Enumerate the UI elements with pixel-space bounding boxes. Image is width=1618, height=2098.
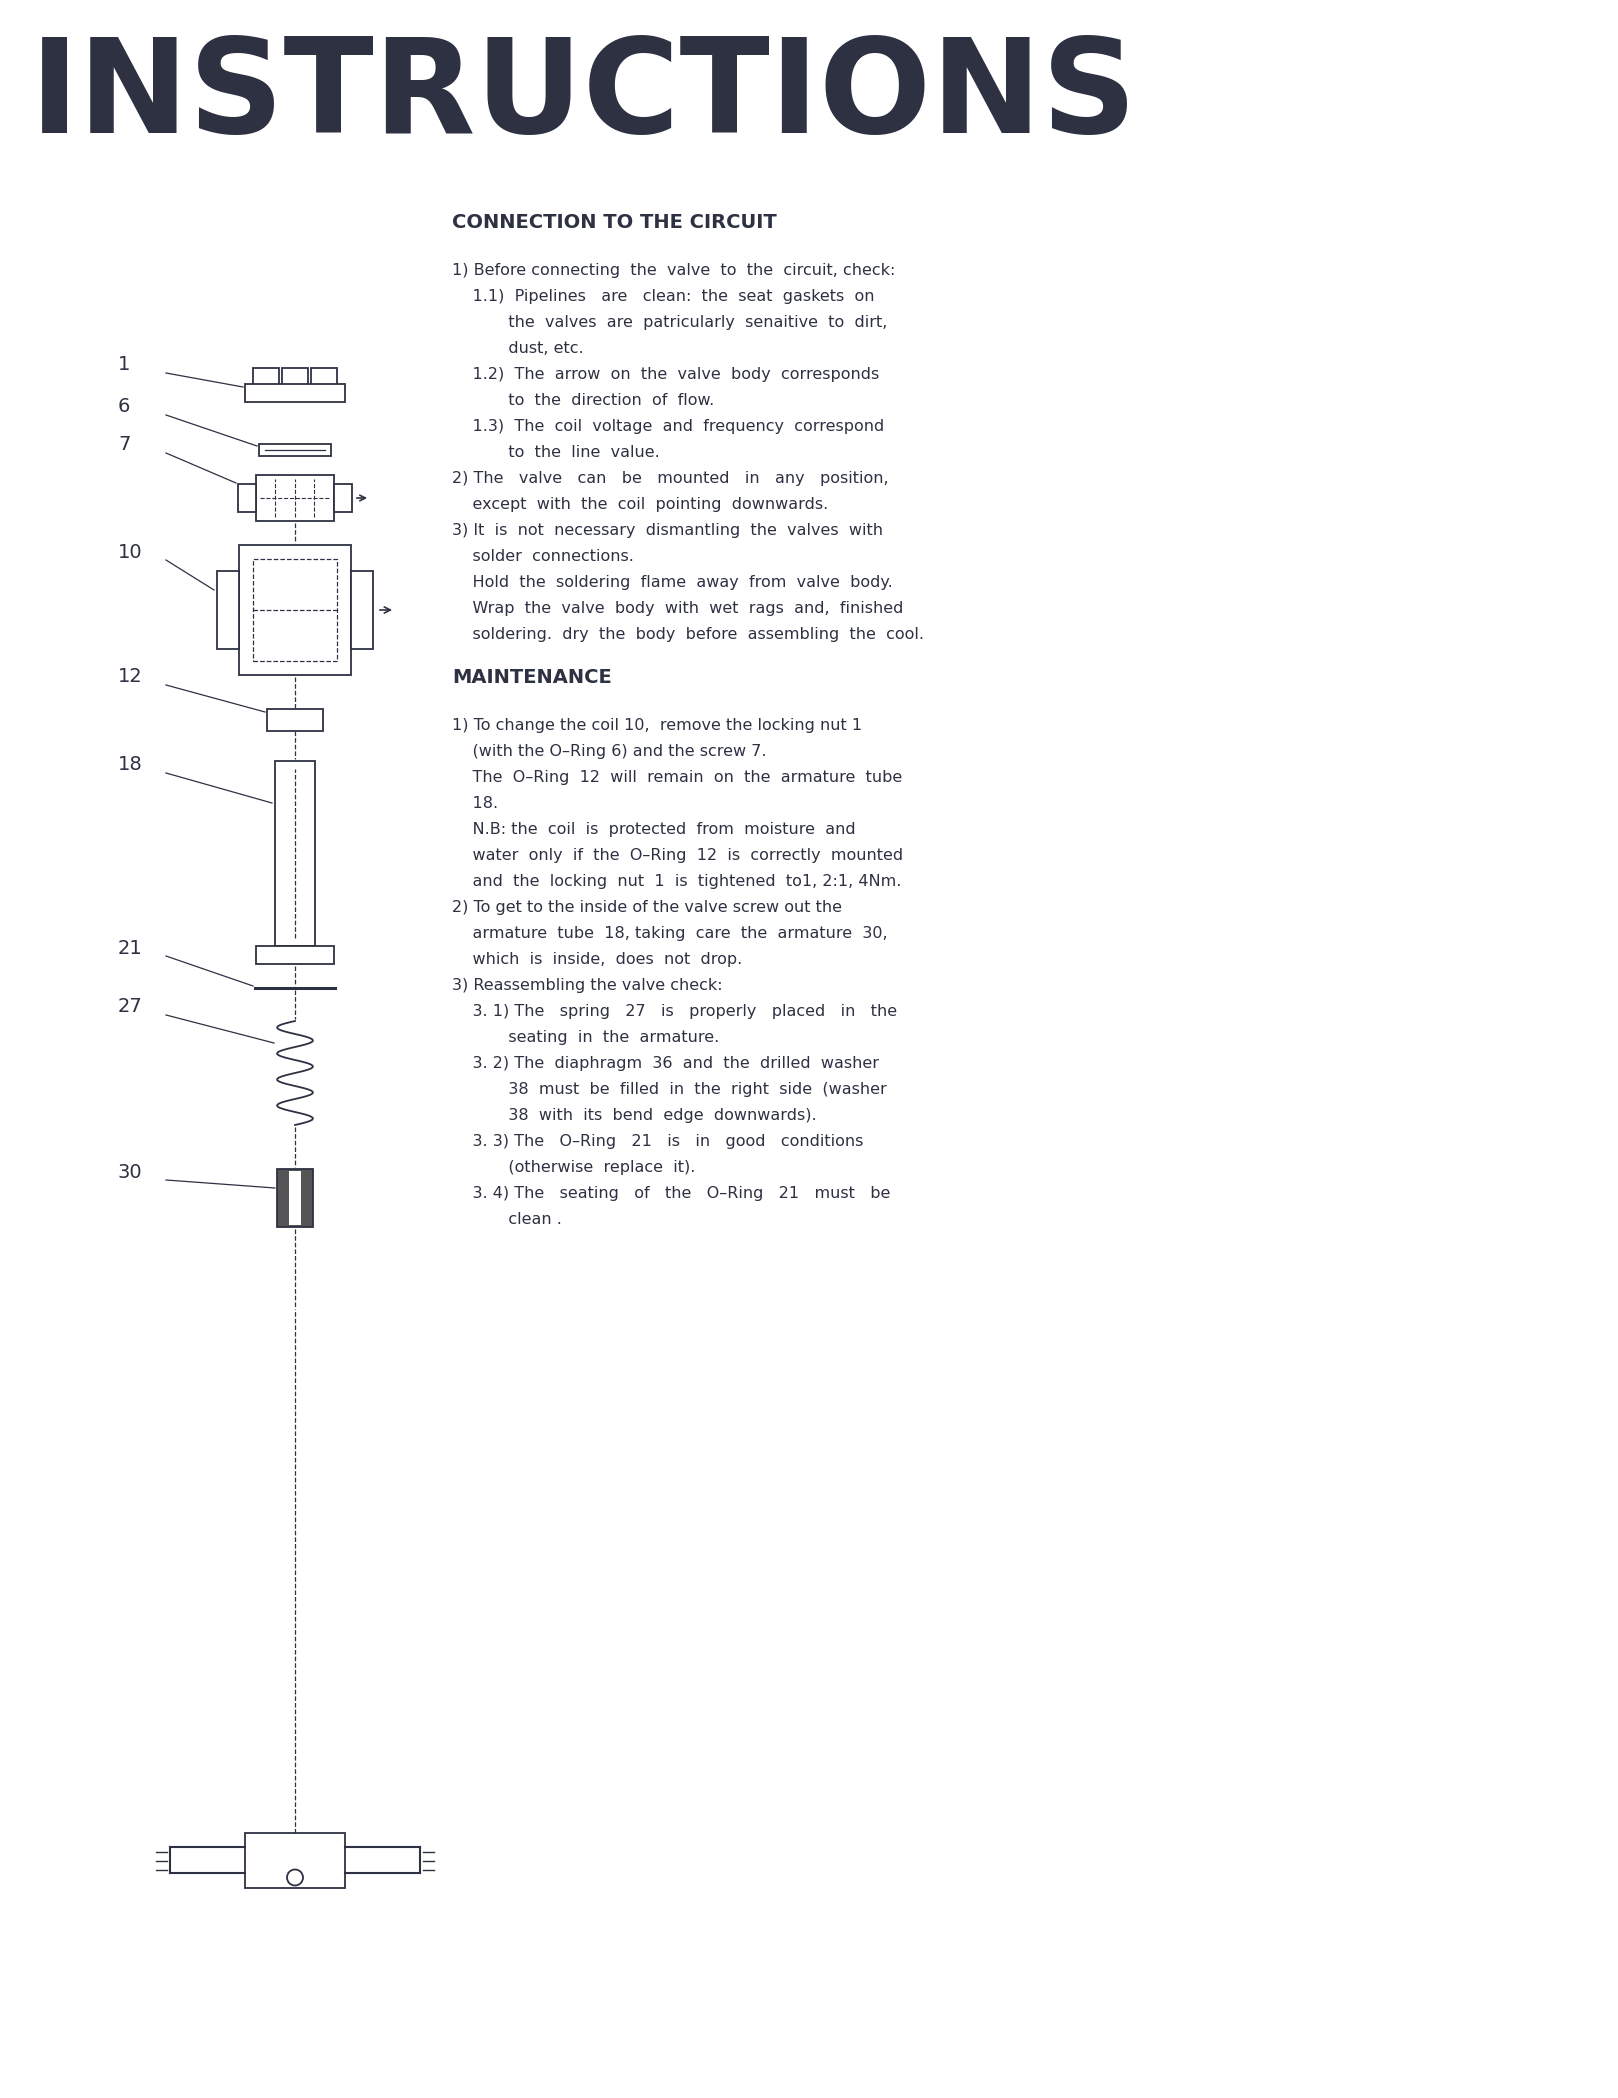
Text: and  the  locking  nut  1  is  tightened  to1, 2:1, 4Nm.: and the locking nut 1 is tightened to1, … [451, 875, 901, 890]
Text: clean .: clean . [451, 1213, 561, 1227]
Text: 7: 7 [118, 436, 131, 455]
Text: 1: 1 [118, 355, 131, 376]
Text: 12: 12 [118, 667, 142, 686]
Bar [217, 571, 239, 648]
Text: except  with  the  coil  pointing  downwards.: except with the coil pointing downwards. [451, 497, 828, 512]
Text: water  only  if  the  O–Ring  12  is  correctly  mounted: water only if the O–Ring 12 is correctly… [451, 848, 903, 862]
Text: 3. 1) The   spring   27   is   properly   placed   in   the: 3. 1) The spring 27 is properly placed i… [451, 1005, 896, 1020]
Bar [244, 1832, 345, 1888]
Text: 27: 27 [118, 997, 142, 1018]
Text: 1) Before connecting  the  valve  to  the  circuit, check:: 1) Before connecting the valve to the ci… [451, 262, 895, 279]
Text: 21: 21 [118, 938, 142, 957]
Text: seating  in  the  armature.: seating in the armature. [451, 1030, 720, 1045]
Text: 1) To change the coil 10,  remove the locking nut 1: 1) To change the coil 10, remove the loc… [451, 718, 862, 732]
Text: which  is  inside,  does  not  drop.: which is inside, does not drop. [451, 952, 743, 967]
Text: to  the  direction  of  flow.: to the direction of flow. [451, 392, 714, 407]
Text: 38  must  be  filled  in  the  right  side  (washer: 38 must be filled in the right side (was… [451, 1083, 887, 1097]
Text: 1.2)  The  arrow  on  the  valve  body  corresponds: 1.2) The arrow on the valve body corresp… [451, 367, 879, 382]
Text: (with the O–Ring 6) and the screw 7.: (with the O–Ring 6) and the screw 7. [451, 745, 767, 759]
Bar [244, 384, 345, 403]
Text: 6: 6 [118, 397, 131, 418]
Text: N.B: the  coil  is  protected  from  moisture  and: N.B: the coil is protected from moisture… [451, 822, 856, 837]
Bar [239, 545, 351, 676]
Text: to  the  line  value.: to the line value. [451, 445, 660, 459]
Text: MAINTENANCE: MAINTENANCE [451, 667, 612, 686]
Bar [290, 1171, 301, 1225]
Text: 2) To get to the inside of the valve screw out the: 2) To get to the inside of the valve scr… [451, 900, 841, 915]
Text: 3. 2) The  diaphragm  36  and  the  drilled  washer: 3. 2) The diaphragm 36 and the drilled w… [451, 1055, 879, 1070]
Text: 3. 3) The   O–Ring   21   is   in   good   conditions: 3. 3) The O–Ring 21 is in good condition… [451, 1135, 864, 1150]
Bar [238, 485, 256, 512]
Text: (otherwise  replace  it).: (otherwise replace it). [451, 1160, 696, 1175]
Text: soldering.  dry  the  body  before  assembling  the  cool.: soldering. dry the body before assemblin… [451, 627, 924, 642]
Bar [252, 558, 337, 661]
Bar [259, 445, 332, 455]
Bar [311, 367, 337, 390]
Text: dust, etc.: dust, etc. [451, 342, 584, 357]
Bar [256, 474, 333, 520]
Text: 30: 30 [118, 1162, 142, 1181]
Bar [267, 709, 324, 730]
Bar [252, 367, 278, 390]
Text: CONNECTION TO THE CIRCUIT: CONNECTION TO THE CIRCUIT [451, 214, 777, 233]
Text: 3. 4) The   seating   of   the   O–Ring   21   must   be: 3. 4) The seating of the O–Ring 21 must … [451, 1185, 890, 1200]
Text: 3) It  is  not  necessary  dismantling  the  valves  with: 3) It is not necessary dismantling the v… [451, 522, 883, 537]
Text: 1.3)  The  coil  voltage  and  frequency  correspond: 1.3) The coil voltage and frequency corr… [451, 420, 885, 434]
Text: 18.: 18. [451, 795, 498, 812]
Text: Hold  the  soldering  flame  away  from  valve  body.: Hold the soldering flame away from valve… [451, 575, 893, 590]
Text: the  valves  are  patricularly  senaitive  to  dirt,: the valves are patricularly senaitive to… [451, 315, 887, 329]
Text: INSTRUCTIONS: INSTRUCTIONS [31, 34, 1137, 159]
Bar [275, 759, 316, 946]
Text: solder  connections.: solder connections. [451, 550, 634, 564]
Text: 18: 18 [118, 755, 142, 774]
Text: 38  with  its  bend  edge  downwards).: 38 with its bend edge downwards). [451, 1108, 817, 1122]
Bar [256, 946, 333, 963]
Text: 10: 10 [118, 543, 142, 562]
Text: The  O–Ring  12  will  remain  on  the  armature  tube: The O–Ring 12 will remain on the armatur… [451, 770, 903, 785]
Bar [333, 485, 353, 512]
Text: Wrap  the  valve  body  with  wet  rags  and,  finished: Wrap the valve body with wet rags and, f… [451, 600, 903, 617]
Text: armature  tube  18, taking  care  the  armature  30,: armature tube 18, taking care the armatu… [451, 925, 888, 942]
Text: 2) The   valve   can   be   mounted   in   any   position,: 2) The valve can be mounted in any posit… [451, 470, 888, 487]
Bar [282, 367, 307, 390]
Bar [277, 1169, 312, 1227]
Bar [351, 571, 374, 648]
Text: 1.1)  Pipelines   are   clean:  the  seat  gaskets  on: 1.1) Pipelines are clean: the seat gaske… [451, 290, 874, 304]
Text: 3) Reassembling the valve check:: 3) Reassembling the valve check: [451, 978, 723, 992]
